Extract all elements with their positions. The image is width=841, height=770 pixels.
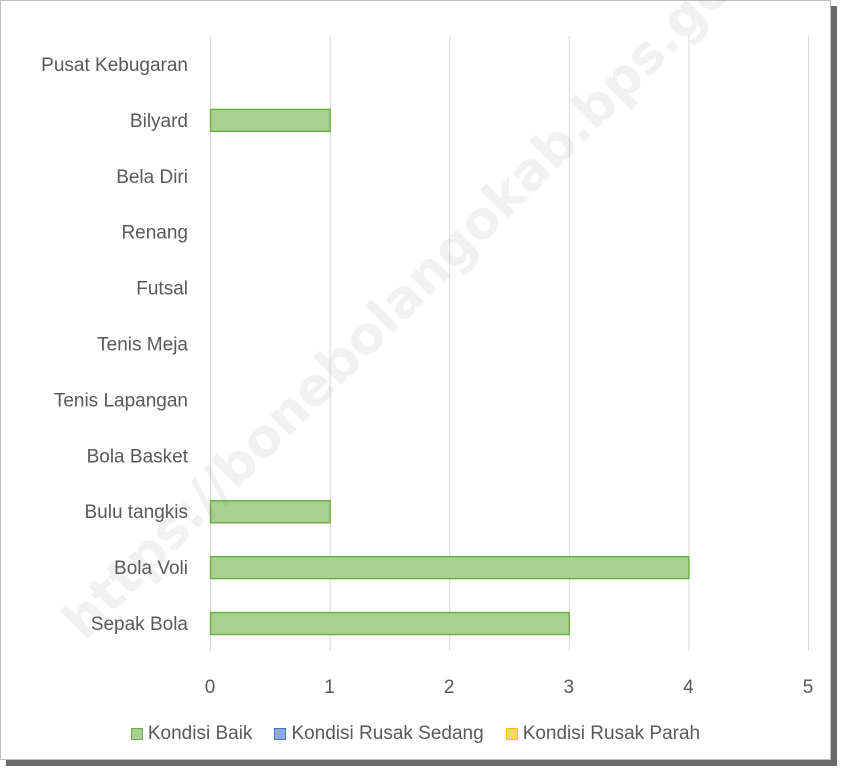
category-label: Futsal	[136, 279, 188, 300]
x-tick-label: 1	[324, 677, 335, 698]
bar-kondisi-baik	[209, 108, 331, 133]
x-tick-label: 2	[444, 677, 455, 698]
category-label: Tenis Meja	[97, 335, 188, 356]
bar-kondisi-baik	[209, 611, 571, 636]
chart-frame: 0 1 2 3 4 5 Sepak Bola Bola Voli Bulu tangkis Bol…	[0, 0, 831, 760]
category-label: Bulu tangkis	[84, 502, 188, 523]
category-label: Bola Basket	[87, 446, 189, 467]
bar-kondisi-baik	[209, 555, 690, 580]
x-tick-label: 5	[803, 677, 814, 698]
legend-swatch-kondisi-baik	[130, 728, 143, 740]
x-tick-label: 4	[683, 677, 694, 698]
legend-label-kondisi-rusak-parah: Kondisi Rusak Parah	[522, 723, 701, 744]
legend-item-kondisi-rusak-sedang: Kondisi Rusak Sedang	[274, 723, 484, 745]
category-label: Sepak Bola	[91, 614, 189, 635]
legend: Kondisi Baik Kondisi Rusak Sedang Kondis…	[1, 723, 830, 745]
category-label: Bela Diri	[116, 167, 188, 188]
bar-chart: 0 1 2 3 4 5 Sepak Bola Bola Voli Bulu tangkis Bol…	[41, 36, 814, 698]
category-label: Tenis Lapangan	[54, 390, 188, 411]
category-label: Bola Voli	[114, 558, 188, 579]
category-label: Pusat Kebugaran	[41, 55, 188, 76]
legend-label-kondisi-baik: Kondisi Baik	[147, 723, 253, 744]
legend-swatch-kondisi-rusak-sedang	[274, 728, 287, 740]
legend-item-kondisi-rusak-parah: Kondisi Rusak Parah	[505, 723, 701, 745]
legend-label-kondisi-rusak-sedang: Kondisi Rusak Sedang	[291, 723, 484, 744]
category-label: Renang	[121, 223, 188, 244]
category-label: Bilyard	[130, 111, 188, 132]
legend-item-kondisi-baik: Kondisi Baik	[130, 723, 253, 745]
x-tick-label: 0	[205, 677, 216, 698]
legend-swatch-kondisi-rusak-parah	[505, 728, 518, 740]
x-tick-label: 3	[564, 677, 575, 698]
bar-kondisi-baik	[209, 499, 331, 524]
